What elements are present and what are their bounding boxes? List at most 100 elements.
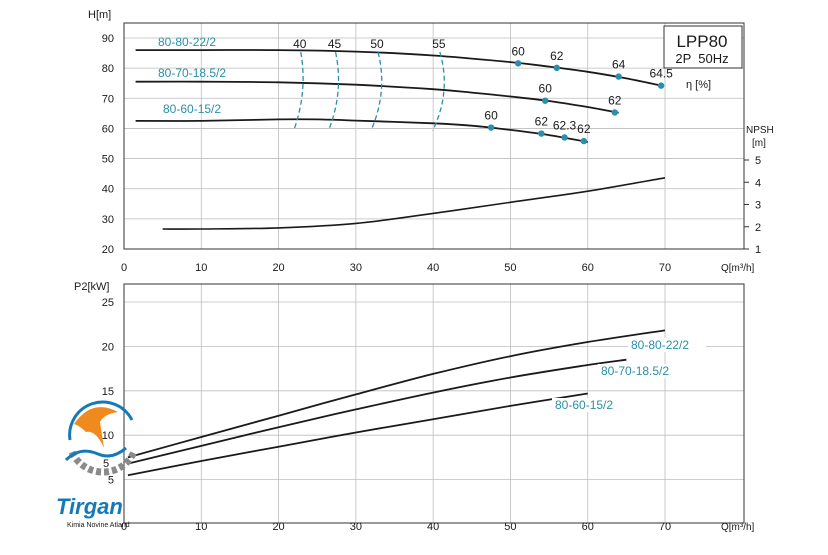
efficiency-point-label: 62 [608, 93, 622, 107]
head-curve-1 [135, 80, 619, 114]
power-x-tick-label: 50 [504, 521, 516, 533]
power-y-tick-label: 15 [102, 386, 114, 398]
power-y-tick-label: 25 [102, 297, 114, 309]
power-x-tick-label: 0 [121, 521, 127, 533]
power-curve-1 [127, 358, 627, 465]
iso-efficiency-line [370, 51, 383, 131]
logo-gear-arc [68, 450, 138, 476]
head-x-tick-label: 10 [195, 262, 207, 274]
power-curve-0 [127, 329, 666, 459]
head-chart-axes: 0 10 20 30 40 50 60 70 20 30 40 50 60 70 80 90 1 2 3 4 5 [102, 33, 761, 274]
logo-tagline: Kimia Novine Atland [67, 522, 130, 529]
head-y-tick-label: 80 [102, 63, 114, 75]
npsh-tick-label: 1 [755, 244, 761, 256]
efficiency-label: η [%] [686, 79, 711, 91]
power-curve-2 [127, 392, 588, 477]
power-series-label-80-80-22: 80-80-22/2 [628, 338, 706, 352]
efficiency-point [561, 134, 568, 141]
head-x-axis-label: Q[m³/h] [721, 263, 755, 274]
npsh-unit: [m] [752, 138, 766, 149]
head-x-tick-label: 50 [504, 262, 516, 274]
efficiency-point [538, 130, 545, 137]
head-curve-0 [135, 49, 662, 87]
iso-efficiency-label: 40 [293, 37, 307, 51]
head-x-tick-label: 0 [121, 262, 127, 274]
power-x-tick-label: 20 [272, 521, 284, 533]
head-y-tick-label: 90 [102, 33, 114, 45]
power-series-label-80-70-18-5: 80-70-18.5/2 [598, 364, 690, 378]
head-y-tick-label: 60 [102, 123, 114, 135]
head-y-tick-label: 20 [102, 244, 114, 256]
head-x-tick-label: 60 [582, 262, 594, 274]
power-x-axis-label: Q[m³/h] [721, 522, 755, 533]
efficiency-point [657, 82, 665, 89]
iso-efficiency-label: 55 [432, 37, 446, 51]
power-x-tick-label: 70 [659, 521, 671, 533]
tirgan-logo: 5 Tirgan Kimia Novine Atland [56, 400, 138, 529]
head-y-tick-label: 50 [102, 154, 114, 166]
npsh-tick-label: 4 [755, 177, 761, 189]
power-x-tick-label: 60 [582, 521, 594, 533]
head-x-tick-label: 20 [272, 262, 284, 274]
head-y-tick-label: 30 [102, 214, 114, 226]
power-x-tick-label: 30 [350, 521, 362, 533]
power-y-tick-label: 5 [108, 475, 114, 487]
svg-text:80-80-22/2: 80-80-22/2 [631, 338, 689, 352]
head-curve-2 [135, 118, 588, 143]
power-y-tick-label: 20 [102, 341, 114, 353]
head-axis-label: H[m] [88, 9, 111, 21]
head-chart-grid [123, 23, 744, 250]
iso-efficiency-label: 50 [370, 37, 384, 51]
efficiency-point-label: 64 [612, 58, 626, 72]
efficiency-point [611, 109, 618, 116]
efficiency-point-label: 64.5 [649, 67, 673, 81]
efficiency-point-label: 62 [577, 122, 591, 136]
efficiency-point-label: 60 [484, 109, 498, 123]
power-chart-grid [123, 284, 744, 523]
efficiency-point [580, 137, 588, 145]
iso-efficiency-line [327, 51, 340, 131]
power-axis-label: P2[kW] [74, 281, 109, 293]
head-y-tick-label: 70 [102, 93, 114, 105]
efficiency-point-label: 62 [550, 49, 564, 63]
logo-name: Tirgan [56, 494, 123, 519]
iso-efficiency-lines: 40 45 50 55 [293, 37, 446, 131]
npsh-tick-label: 3 [755, 200, 761, 212]
power-x-tick-label: 10 [195, 521, 207, 533]
head-x-tick-label: 70 [659, 262, 671, 274]
power-chart-frame [123, 283, 745, 524]
npsh-curve [162, 177, 666, 230]
svg-text:80-60-15/2: 80-60-15/2 [555, 398, 613, 412]
efficiency-point [542, 97, 549, 104]
svg-text:80-70-18.5/2: 80-70-18.5/2 [601, 364, 669, 378]
power-series-label-80-60-15: 80-60-15/2 [552, 398, 630, 412]
head-series-label-80-70-18-5: 80-70-18.5/2 [158, 66, 226, 80]
iso-efficiency-line [432, 51, 445, 131]
npsh-tick-label: 5 [755, 155, 761, 167]
efficiency-point-label: 60 [539, 82, 553, 96]
head-series-label-80-60-15: 80-60-15/2 [163, 102, 221, 116]
power-x-tick-label: 40 [427, 521, 439, 533]
model-title: LPP80 [676, 32, 727, 51]
power-curves [127, 329, 666, 477]
efficiency-point [514, 60, 522, 67]
head-series-label-80-80-22: 80-80-22/2 [158, 35, 216, 49]
head-chart-frame [123, 22, 745, 250]
efficiency-point-label: 62 [535, 115, 549, 129]
logo-badge: 5 [103, 458, 109, 470]
logo-bird-icon [74, 407, 118, 448]
efficiency-point-label: 62.3 [553, 118, 577, 132]
head-x-tick-label: 40 [427, 262, 439, 274]
efficiency-point [615, 73, 622, 80]
power-y-tick-label: 10 [102, 430, 114, 442]
power-chart-axes: 0 10 20 30 40 50 60 70 5 10 15 20 25 [102, 297, 671, 533]
model-spec: 2P 50Hz [675, 51, 728, 66]
efficiency-point-label: 60 [511, 44, 525, 58]
npsh-tick-label: 2 [755, 222, 761, 234]
head-x-tick-label: 30 [350, 262, 362, 274]
npsh-label: NPSH [746, 125, 774, 136]
efficiency-point [487, 124, 495, 131]
efficiency-point [553, 64, 560, 72]
